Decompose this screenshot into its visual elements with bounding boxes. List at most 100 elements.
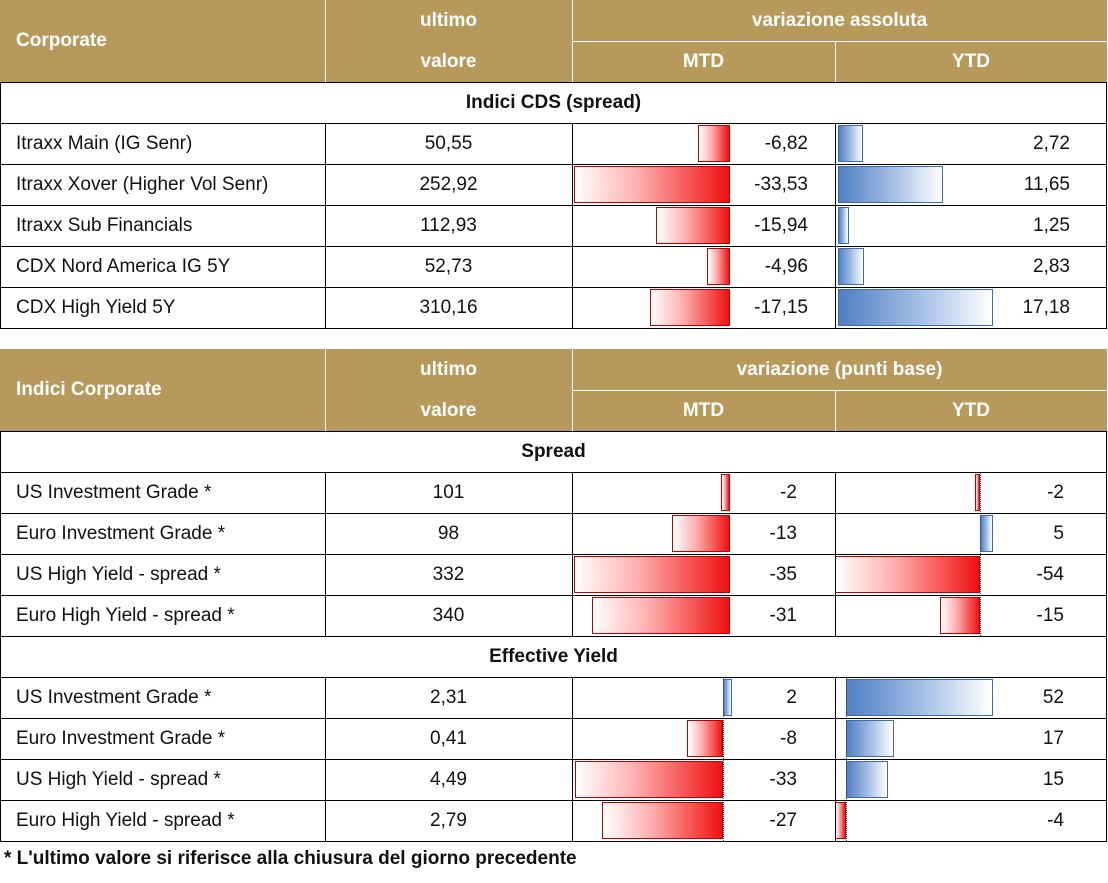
section-cds: Indici CDS (spread) xyxy=(0,82,1107,123)
mtd-value: -8 xyxy=(780,728,797,749)
table-row: US High Yield - spread * 332 -35 -54 xyxy=(0,554,1107,595)
row-last-value: 50,55 xyxy=(424,132,473,154)
row-name: Itraxx Main (IG Senr) xyxy=(16,132,193,154)
ytd-value: 2,83 xyxy=(1033,256,1070,277)
ytd-bar xyxy=(838,248,864,285)
col-ytd: YTD xyxy=(952,50,990,72)
ytd-bar xyxy=(846,761,889,798)
mtd-bar xyxy=(592,597,730,634)
table-row: Itraxx Sub Financials 112,93 -15,94 1,25 xyxy=(0,205,1107,246)
ytd-value: 2,72 xyxy=(1033,133,1070,154)
mtd-bar xyxy=(601,802,723,839)
grid-line xyxy=(0,287,1107,288)
mtd-value: -15,94 xyxy=(754,215,808,236)
grid-line xyxy=(0,164,1107,165)
table-label: Corporate xyxy=(16,30,107,51)
header-divider xyxy=(835,390,836,431)
section-title: Indici CDS (spread) xyxy=(465,91,642,113)
mtd-bar xyxy=(721,474,730,511)
table1-header: Corporate ultimo valore variazione assoluta… xyxy=(0,0,1107,82)
header-divider xyxy=(325,349,326,431)
ytd-bar xyxy=(974,474,980,511)
mtd-value: -4,96 xyxy=(764,256,808,277)
header-divider xyxy=(325,0,326,82)
col-last-top: ultimo xyxy=(420,9,477,31)
ytd-bar xyxy=(838,289,994,326)
col-change: variazione (punti base) xyxy=(736,358,943,380)
header-divider xyxy=(835,41,836,82)
grid-line xyxy=(0,841,1107,842)
grid-line xyxy=(572,123,573,328)
grid-line xyxy=(0,759,1107,760)
table-row: US Investment Grade * 101 -2 -2 xyxy=(0,472,1107,513)
row-last-value: 0,41 xyxy=(430,727,467,749)
col-mtd: MTD xyxy=(682,399,725,421)
row-name: Euro Investment Grade * xyxy=(16,522,226,544)
row-name: Euro High Yield - spread * xyxy=(16,809,235,831)
mtd-value: -35 xyxy=(769,564,797,585)
ytd-bar xyxy=(835,556,980,593)
row-last-value: 2,79 xyxy=(430,809,467,831)
grid-line xyxy=(0,123,1107,124)
col-mtd: MTD xyxy=(682,50,725,72)
ytd-value: -4 xyxy=(1047,810,1064,831)
table-row: Euro High Yield - spread * 2,79 -27 -4 xyxy=(0,800,1107,841)
row-name: Itraxx Xover (Higher Vol Senr) xyxy=(16,173,269,195)
mtd-value: -2 xyxy=(780,482,797,503)
ytd-value: -15 xyxy=(1036,605,1064,626)
ytd-bar xyxy=(834,802,846,839)
mtd-value: -17,15 xyxy=(754,297,808,318)
grid-line xyxy=(0,472,1107,473)
grid-line xyxy=(0,554,1107,555)
col-last-bottom: valore xyxy=(420,50,477,72)
mtd-value: -33 xyxy=(769,769,797,790)
grid-line xyxy=(572,472,573,636)
row-last-value: 340 xyxy=(432,604,465,626)
table-row: Euro High Yield - spread * 340 -31 -15 xyxy=(0,595,1107,636)
ytd-bar xyxy=(838,166,944,203)
grid-line xyxy=(835,677,836,841)
row-last-value: 310,16 xyxy=(419,296,478,318)
mtd-bar xyxy=(723,679,732,716)
ytd-value: 5 xyxy=(1053,523,1064,544)
col-change: variazione assoluta xyxy=(751,9,928,31)
row-name: Euro High Yield - spread * xyxy=(16,604,235,626)
grid-line xyxy=(0,800,1107,801)
table-row: Euro Investment Grade * 98 -13 5 xyxy=(0,513,1107,554)
mtd-bar xyxy=(698,125,730,162)
table-row: Itraxx Main (IG Senr) 50,55 -6,82 2,72 xyxy=(0,123,1107,164)
mtd-bar xyxy=(655,207,730,244)
ytd-value: 11,65 xyxy=(1023,174,1070,195)
table-row: US High Yield - spread * 4,49 -33 15 xyxy=(0,759,1107,800)
grid-line xyxy=(0,595,1107,596)
row-name: CDX High Yield 5Y xyxy=(16,296,176,318)
row-last-value: 98 xyxy=(437,522,460,544)
section-effective-yield: Effective Yield xyxy=(0,636,1107,677)
header-divider xyxy=(572,390,1107,391)
col-ytd: YTD xyxy=(952,399,990,421)
mtd-bar xyxy=(687,720,723,757)
mtd-bar xyxy=(706,248,730,285)
mtd-value: -27 xyxy=(769,810,797,831)
mtd-value: -6,82 xyxy=(764,133,808,154)
table2-header: Indici Corporate ultimo valore variazione (… xyxy=(0,349,1107,431)
ytd-value: 1,25 xyxy=(1033,215,1070,236)
grid-line xyxy=(325,472,326,636)
table-row: Euro Investment Grade * 0,41 -8 17 xyxy=(0,718,1107,759)
mtd-value: -33,53 xyxy=(754,174,808,195)
row-last-value: 101 xyxy=(432,481,465,503)
ytd-bar xyxy=(939,597,980,634)
ytd-value: 15 xyxy=(1042,769,1064,790)
grid-line xyxy=(0,677,1107,678)
row-name: US Investment Grade * xyxy=(16,686,212,708)
row-last-value: 52,73 xyxy=(424,255,473,277)
ytd-bar xyxy=(980,515,994,552)
grid-line xyxy=(0,636,1107,637)
grid-line xyxy=(0,246,1107,247)
row-name: CDX Nord America IG 5Y xyxy=(16,255,231,277)
header-divider xyxy=(572,41,1107,42)
grid-line xyxy=(325,677,326,841)
grid-line xyxy=(0,205,1107,206)
grid-line xyxy=(0,513,1107,514)
grid-line xyxy=(0,718,1107,719)
